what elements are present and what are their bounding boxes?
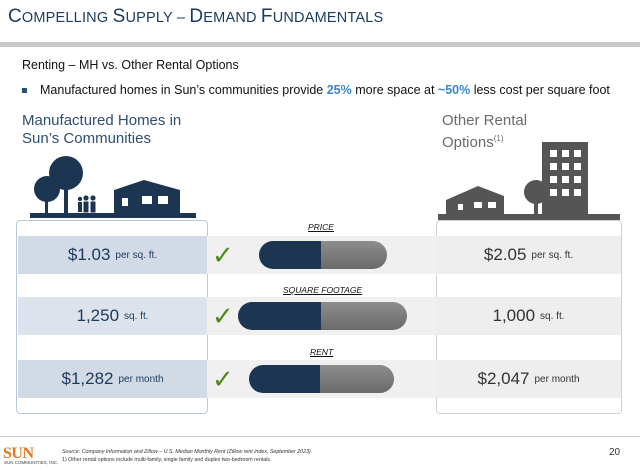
other-price-unit: per sq. ft. <box>531 249 574 261</box>
row-label-price: PRICE <box>308 222 334 232</box>
mh-price-unit: per sq. ft. <box>115 249 158 261</box>
other-sqft-cell: 1,000 sq. ft. <box>436 297 621 335</box>
footer-divider <box>0 436 640 437</box>
mh-price-cell: $1.03 per sq. ft. <box>18 236 207 274</box>
row-label-square-footage: SQUARE FOOTAGE <box>283 285 363 295</box>
title-part: EMAND <box>203 10 261 26</box>
bullet-text-part: more space at <box>351 83 438 97</box>
title-part: OMPELLING <box>21 10 113 26</box>
sqft-comparison-pill <box>238 302 407 330</box>
source-note: Source: Company Information and Zillow –… <box>62 449 313 455</box>
manufactured-home-illustration-icon <box>30 156 196 218</box>
bullet-text-part: Manufactured homes in Sun’s communities … <box>40 83 327 97</box>
mh-rent-unit: per month <box>118 373 164 385</box>
heading-line: Manufactured Homes in <box>22 112 182 129</box>
page-number: 20 <box>609 447 621 458</box>
title-part: D <box>189 6 204 27</box>
heading-line: Options <box>442 134 494 151</box>
mh-sqft-value: 1,250 <box>76 306 120 325</box>
mh-rent-value: $1,282 <box>61 369 114 388</box>
title-part: UNDAMENTALS <box>272 10 384 26</box>
checkmark-icon: ✓ <box>212 364 234 394</box>
checkmark-icon: ✓ <box>212 240 234 270</box>
page-title: COMPELLING SUPPLY – DEMAND FUNDAMENTALS <box>8 6 383 28</box>
other-rent-cell: $2,047 per month <box>436 360 621 398</box>
highlight-percent: ~50% <box>437 83 471 97</box>
other-sqft-unit: sq. ft. <box>540 310 565 322</box>
highlight-percent: 25% <box>326 83 352 97</box>
other-sqft-value: 1,000 <box>492 306 536 325</box>
subheading: Renting – MH vs. Other Rental Options <box>22 58 239 72</box>
company-logo: SUN <box>3 445 34 462</box>
other-rent-unit: per month <box>534 373 580 385</box>
row-label-rent: RENT <box>310 347 334 357</box>
footnote: 1) Other rental options include multi-fa… <box>62 457 272 463</box>
bullet-text-part: less cost per square foot <box>470 83 610 97</box>
heading-line: Other Rental <box>442 112 528 129</box>
bullet-text: Manufactured homes in Sun’s communities … <box>40 83 610 97</box>
mh-sqft-cell: 1,250 sq. ft. <box>18 297 207 335</box>
checkmark-icon: ✓ <box>212 301 234 331</box>
mh-rent-cell: $1,282 per month <box>18 360 207 398</box>
other-price-cell: $2.05 per sq. ft. <box>436 236 621 274</box>
title-part: C <box>8 6 22 27</box>
other-rent-value: $2,047 <box>477 369 530 388</box>
footnote-ref: (1) <box>493 134 504 143</box>
company-logo-subtitle: SUN COMMUNITIES, INC. <box>4 460 59 465</box>
left-column-heading: Manufactured Homes in Sun’s Communities <box>22 112 181 148</box>
right-column-heading: Other Rental Options(1) <box>442 112 527 152</box>
price-comparison-pill <box>259 241 387 269</box>
other-price-value: $2.05 <box>483 245 527 264</box>
mh-price-value: $1.03 <box>67 245 111 264</box>
bullet-square-icon <box>22 88 27 93</box>
rent-comparison-pill <box>249 365 394 393</box>
title-part: UPPLY – <box>125 10 190 26</box>
mh-sqft-unit: sq. ft. <box>124 310 149 322</box>
title-divider <box>0 42 640 47</box>
title-part: S <box>112 6 126 27</box>
heading-line: Sun’s Communities <box>22 130 151 147</box>
apartment-building-illustration-icon <box>438 142 620 220</box>
title-part: F <box>260 6 273 27</box>
